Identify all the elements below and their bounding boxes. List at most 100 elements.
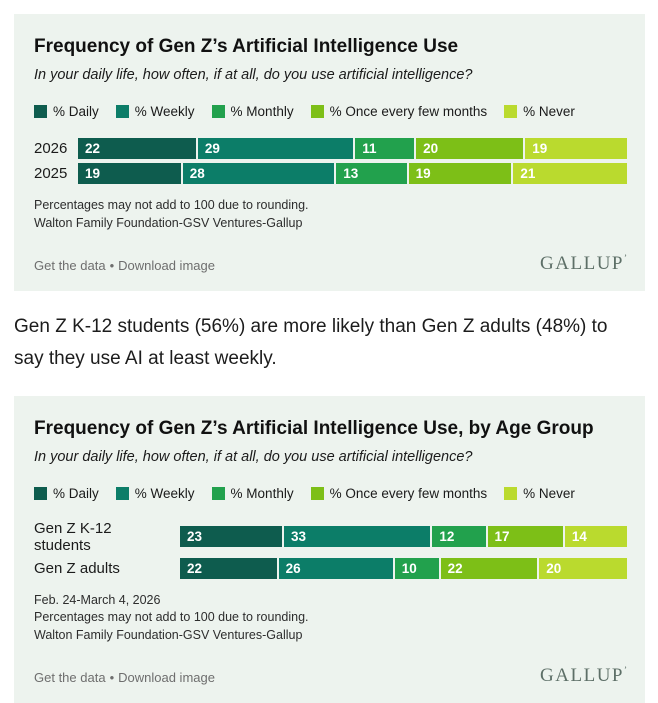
- legend-swatch: [310, 486, 324, 500]
- legend-item: % Weekly: [115, 104, 195, 119]
- bar-value-label: 19: [85, 166, 101, 181]
- legend-item: % Weekly: [115, 485, 195, 501]
- bar-value-label: 26: [285, 560, 301, 576]
- legend-item: % Once every few months: [310, 485, 488, 501]
- legend-item: % Never: [504, 104, 575, 119]
- bar-value-label: 14: [571, 529, 587, 545]
- gallup-logo-text: GALLUP: [540, 253, 624, 274]
- legend-item: % Monthly: [211, 104, 294, 119]
- gallup-logo: GALLUP’: [540, 665, 627, 687]
- footer-links: Get the data • Download image: [34, 670, 215, 685]
- bar-rows: 2026 22 29 11 20 19 2025 19 28 13 19 21: [34, 138, 628, 184]
- bar-value-label: 20: [546, 560, 562, 576]
- bar-segment[interactable]: 19: [78, 163, 181, 184]
- bar-value-label: 21: [520, 166, 536, 181]
- bar-track: 23 33 12 17 14: [180, 526, 627, 548]
- bar-row-label: 2025: [34, 165, 68, 182]
- get-the-data-link[interactable]: Get the data: [34, 258, 106, 273]
- bar-row: Gen Z adults 22 26 10 22 20: [34, 557, 627, 579]
- chart-card-overall: Frequency of Gen Z’s Artificial Intellig…: [14, 14, 645, 291]
- footer-links: Get the data • Download image: [34, 258, 215, 273]
- gallup-logo-text: GALLUP: [540, 665, 624, 687]
- bar-value-label: 22: [85, 141, 101, 156]
- bar-value-label: 10: [401, 560, 417, 576]
- chart-title: Frequency of Gen Z’s Artificial Intellig…: [34, 36, 459, 57]
- chart-title: Frequency of Gen Z’s Artificial Intellig…: [34, 417, 594, 439]
- legend-swatch: [34, 486, 47, 500]
- bar-segment[interactable]: 12: [432, 526, 486, 548]
- bar-track: 19 28 13 19 21: [78, 163, 628, 184]
- bar-segment[interactable]: 28: [182, 163, 335, 184]
- legend-swatch: [34, 105, 47, 118]
- bar-segment[interactable]: 26: [278, 557, 393, 579]
- bar-value-label: 29: [204, 141, 220, 156]
- chart-subtitle: In your daily life, how often, if at all…: [34, 67, 473, 83]
- get-the-data-link[interactable]: Get the data: [34, 670, 106, 686]
- bar-rows: Gen Z K-12 students 23 33 12 17 14 Gen Z adult…: [34, 520, 627, 579]
- legend-label: % Never: [523, 485, 575, 501]
- legend-label: % Once every few months: [329, 104, 488, 119]
- chart-card-by-age-group: Frequency of Gen Z’s Artificial Intellig…: [14, 395, 645, 703]
- bar-segment[interactable]: 13: [336, 163, 407, 184]
- legend-swatch: [115, 486, 129, 500]
- bar-value-label: 17: [494, 529, 510, 545]
- bar-segment[interactable]: 19: [525, 138, 627, 159]
- legend-swatch: [310, 105, 324, 118]
- legend-swatch: [211, 105, 225, 118]
- legend-item: % Once every few months: [310, 104, 488, 119]
- bar-segment[interactable]: 22: [440, 557, 538, 579]
- bar-segment[interactable]: 11: [355, 138, 415, 159]
- bar-track: 22 29 11 20 19: [78, 138, 627, 159]
- download-image-link[interactable]: Download image: [118, 670, 215, 686]
- footnote-line: Percentages may not add to 100 due to ro…: [34, 198, 309, 212]
- bar-track: 22 26 10 22 20: [180, 557, 627, 579]
- chart-subtitle: In your daily life, how often, if at all…: [34, 448, 473, 465]
- bar-segment[interactable]: 23: [180, 526, 282, 548]
- bar-segment[interactable]: 22: [180, 557, 277, 579]
- bar-segment[interactable]: 29: [197, 138, 354, 159]
- bar-value-label: 13: [343, 166, 359, 181]
- legend-swatch: [504, 105, 518, 118]
- link-separator: •: [109, 670, 115, 686]
- card-footer: Get the data • Download image GALLUP’: [34, 665, 627, 687]
- gallup-logo-trademark: ’: [624, 253, 627, 263]
- legend-swatch: [115, 105, 129, 118]
- bar-value-label: 20: [423, 141, 439, 156]
- legend-label: % Never: [523, 104, 575, 119]
- footnotes: Percentages may not add to 100 due to ro…: [34, 197, 627, 232]
- footnote-line: Percentages may not add to 100 due to ro…: [34, 610, 309, 625]
- legend-label: % Weekly: [134, 104, 195, 119]
- legend-item: % Daily: [34, 104, 99, 119]
- bar-segment[interactable]: 20: [416, 138, 524, 159]
- footnotes: Feb. 24-March 4, 2026 Percentages may not…: [34, 592, 627, 645]
- bar-row-label: 2026: [34, 140, 68, 157]
- footnote-line: Walton Family Foundation-GSV Ventures-Ga…: [34, 627, 303, 642]
- legend-label: % Monthly: [230, 104, 294, 119]
- bar-segment[interactable]: 17: [487, 526, 563, 548]
- bar-value-label: 22: [187, 560, 203, 576]
- legend: % Daily % Weekly % Monthly % Once every few…: [34, 104, 627, 119]
- bar-value-label: 19: [415, 166, 431, 181]
- gallup-logo: GALLUP’: [540, 253, 627, 274]
- bar-segment[interactable]: 20: [539, 557, 627, 579]
- legend-label: % Daily: [53, 104, 99, 119]
- legend-label: % Daily: [53, 485, 99, 501]
- download-image-link[interactable]: Download image: [118, 258, 215, 273]
- bar-segment[interactable]: 14: [564, 526, 627, 548]
- legend-swatch: [211, 486, 225, 500]
- bar-row: 2026 22 29 11 20 19: [34, 138, 627, 159]
- legend-label: % Once every few months: [329, 485, 488, 501]
- card-footer: Get the data • Download image GALLUP’: [34, 253, 627, 274]
- bar-segment[interactable]: 19: [408, 163, 512, 184]
- legend: % Daily % Weekly % Monthly % Once every few…: [34, 486, 627, 501]
- legend-item: % Daily: [34, 486, 99, 501]
- bar-value-label: 33: [290, 529, 307, 545]
- legend-swatch: [504, 486, 518, 500]
- bar-segment[interactable]: 33: [283, 526, 431, 548]
- bar-segment[interactable]: 21: [513, 163, 628, 184]
- legend-label: % Weekly: [134, 485, 195, 501]
- bar-segment[interactable]: 22: [78, 138, 196, 159]
- legend-item: % Never: [504, 486, 575, 501]
- gallup-logo-trademark: ’: [624, 665, 627, 676]
- bar-segment[interactable]: 10: [394, 557, 439, 579]
